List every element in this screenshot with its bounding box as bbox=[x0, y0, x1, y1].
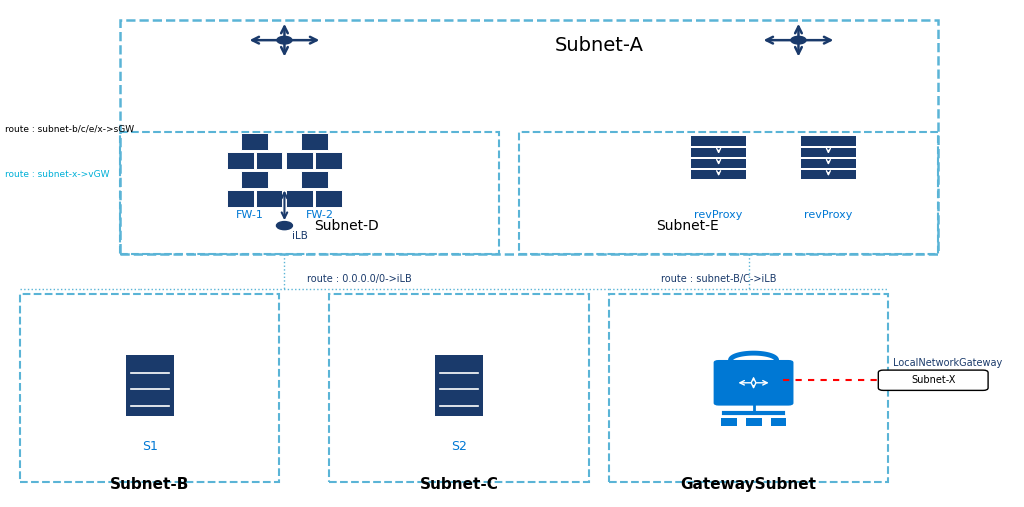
Text: iLB: iLB bbox=[293, 231, 308, 241]
Text: FW-1: FW-1 bbox=[236, 210, 263, 221]
FancyBboxPatch shape bbox=[226, 190, 254, 207]
Text: Subnet-X: Subnet-X bbox=[911, 375, 955, 385]
FancyBboxPatch shape bbox=[241, 171, 268, 188]
FancyBboxPatch shape bbox=[315, 190, 342, 207]
FancyBboxPatch shape bbox=[721, 418, 736, 426]
FancyBboxPatch shape bbox=[287, 190, 313, 207]
FancyBboxPatch shape bbox=[801, 170, 856, 179]
Text: GatewaySubnet: GatewaySubnet bbox=[681, 477, 816, 492]
Text: Subnet-A: Subnet-A bbox=[554, 36, 643, 55]
Text: LocalNetworkGateway: LocalNetworkGateway bbox=[893, 357, 1002, 368]
Text: Subnet-D: Subnet-D bbox=[314, 219, 379, 233]
FancyBboxPatch shape bbox=[301, 133, 328, 150]
FancyBboxPatch shape bbox=[801, 148, 856, 157]
Text: S2: S2 bbox=[452, 440, 467, 453]
FancyBboxPatch shape bbox=[256, 190, 283, 207]
FancyBboxPatch shape bbox=[691, 170, 746, 179]
Text: route : subnet-x->vGW: route : subnet-x->vGW bbox=[5, 170, 110, 179]
Text: Subnet-B: Subnet-B bbox=[110, 477, 189, 492]
FancyBboxPatch shape bbox=[879, 370, 988, 390]
Text: Subnet-C: Subnet-C bbox=[420, 477, 499, 492]
FancyBboxPatch shape bbox=[315, 152, 342, 169]
FancyBboxPatch shape bbox=[691, 148, 746, 157]
Text: route : 0.0.0.0/0->iLB: route : 0.0.0.0/0->iLB bbox=[307, 274, 412, 284]
FancyBboxPatch shape bbox=[801, 159, 856, 168]
FancyBboxPatch shape bbox=[770, 418, 786, 426]
FancyBboxPatch shape bbox=[435, 355, 483, 416]
Circle shape bbox=[276, 37, 292, 44]
Text: S1: S1 bbox=[141, 440, 158, 453]
Circle shape bbox=[791, 37, 806, 44]
FancyBboxPatch shape bbox=[801, 136, 856, 146]
FancyBboxPatch shape bbox=[691, 136, 746, 146]
FancyBboxPatch shape bbox=[745, 418, 762, 426]
Text: revProxy: revProxy bbox=[694, 210, 742, 221]
FancyBboxPatch shape bbox=[287, 152, 313, 169]
Text: FW-2: FW-2 bbox=[305, 210, 334, 221]
FancyBboxPatch shape bbox=[126, 355, 174, 416]
FancyBboxPatch shape bbox=[256, 152, 283, 169]
Text: Subnet-E: Subnet-E bbox=[655, 219, 719, 233]
Text: route : subnet-B/C->iLB: route : subnet-B/C->iLB bbox=[660, 274, 776, 284]
FancyBboxPatch shape bbox=[226, 152, 254, 169]
FancyBboxPatch shape bbox=[691, 159, 746, 168]
Circle shape bbox=[276, 222, 293, 230]
FancyBboxPatch shape bbox=[714, 360, 794, 406]
Text: route : subnet-b/c/e/x->sGW: route : subnet-b/c/e/x->sGW bbox=[5, 125, 134, 134]
FancyBboxPatch shape bbox=[301, 171, 328, 188]
Text: revProxy: revProxy bbox=[804, 210, 853, 221]
FancyBboxPatch shape bbox=[241, 133, 268, 150]
